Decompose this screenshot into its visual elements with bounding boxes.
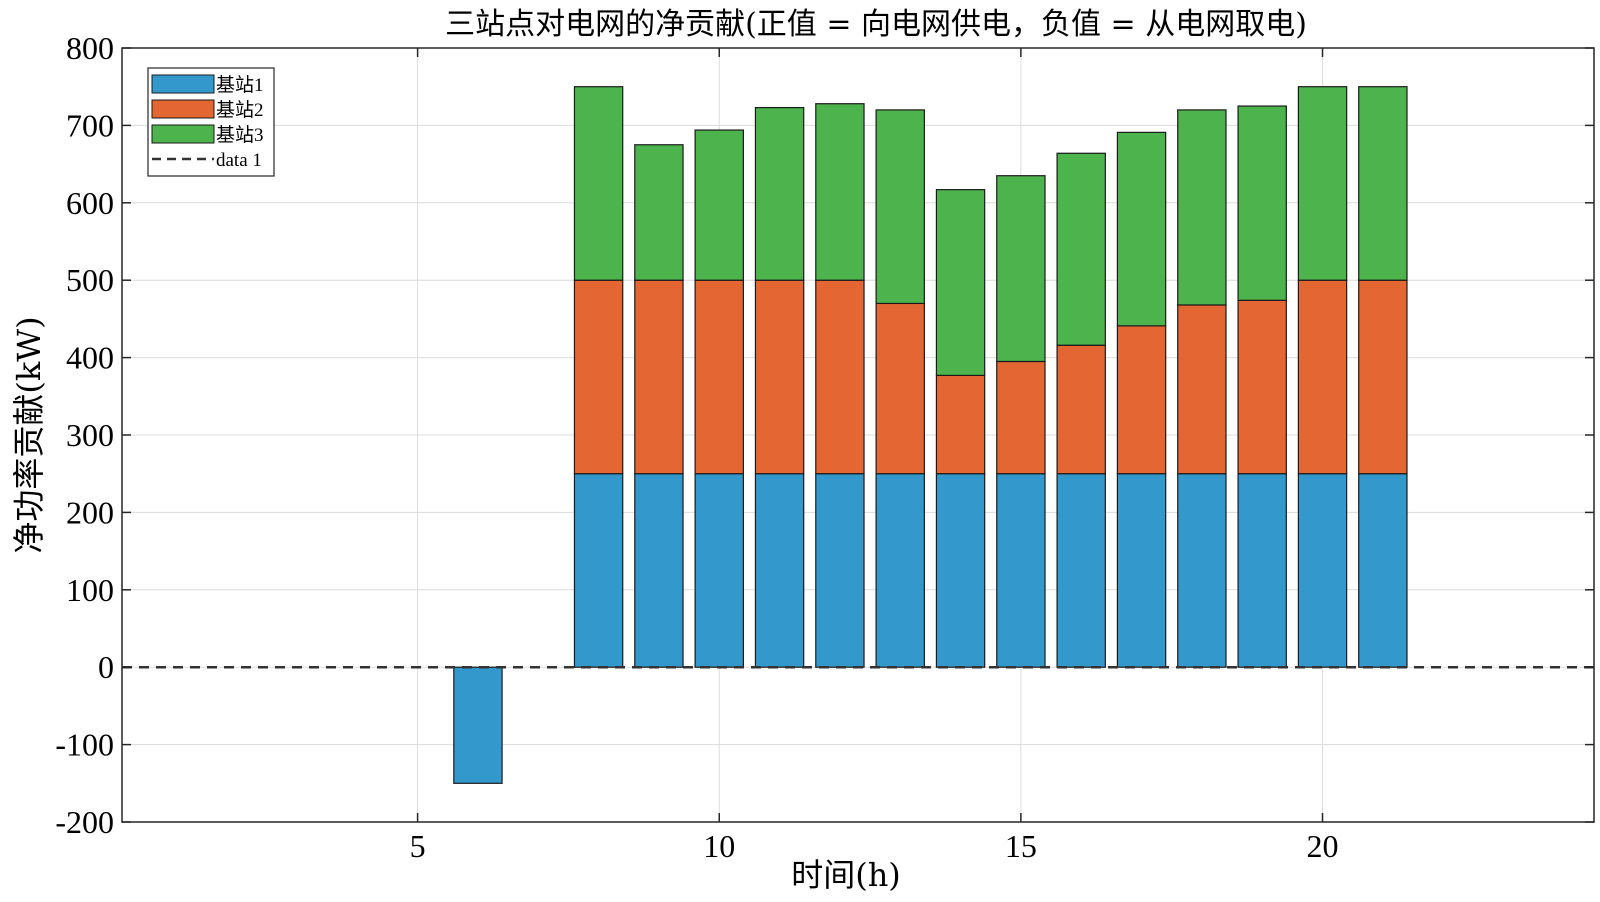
bar-segment: [875, 109, 925, 305]
y-tick-label: 600: [66, 185, 114, 221]
bar-segment: [694, 129, 744, 281]
bar-segment: [1177, 473, 1227, 668]
legend-swatch: [151, 124, 215, 144]
y-tick-label: -200: [55, 804, 114, 840]
y-tick-label: 500: [66, 262, 114, 298]
chart-title: 三站点对电网的净贡献(正值 = 向电网供电，负值 = 从电网取电): [445, 7, 1307, 42]
legend-label: 基站2: [216, 99, 264, 121]
x-axis-label: 时间(h): [791, 856, 901, 894]
bar-segment: [573, 279, 624, 475]
bar-segment: [634, 279, 684, 475]
y-tick-label: 300: [66, 417, 114, 453]
bar-segment: [875, 302, 925, 475]
y-tick-label: 700: [66, 107, 114, 143]
bar-segment: [1237, 299, 1287, 475]
bar-segment: [1297, 473, 1348, 668]
bar-segment: [815, 473, 865, 668]
bar-segment: [1297, 86, 1348, 281]
bar-segment: [754, 106, 805, 281]
bar-segment: [875, 473, 925, 668]
x-tick-label: 15: [1005, 828, 1037, 864]
y-tick-label: 100: [66, 572, 114, 608]
bar-segment: [996, 360, 1046, 475]
legend-label: 基站1: [216, 74, 264, 96]
y-ticks: -200 -100 0 100 200 300 400 500 600 700 800: [55, 30, 1594, 840]
x-tick-label: 20: [1307, 828, 1339, 864]
bar-segment: [1177, 304, 1227, 475]
bar-segment: [1237, 105, 1287, 301]
bar-segment: [1116, 473, 1167, 668]
y-tick-label: 0: [98, 649, 114, 685]
y-tick-label: -100: [55, 727, 114, 763]
bar-segment: [1116, 131, 1167, 327]
bar-segment: [1297, 279, 1348, 475]
bar-segment: [935, 473, 986, 668]
bar-segment: [1358, 473, 1408, 668]
y-tick-label: 800: [66, 30, 114, 66]
bar-segment: [754, 473, 805, 668]
bar-segment: [1177, 109, 1227, 306]
bar-segment: [453, 666, 503, 784]
legend-label: data 1: [216, 150, 262, 171]
bar-segment: [573, 473, 624, 668]
bar-segment: [1358, 279, 1408, 475]
bar-segment: [1237, 473, 1287, 668]
bar-segment: [1056, 152, 1106, 346]
bar-segment: [815, 279, 865, 475]
bar-segment: [754, 279, 805, 475]
bar-segment: [694, 473, 744, 668]
y-tick-label: 200: [66, 494, 114, 530]
bar-segment: [996, 175, 1046, 363]
bar-segment: [1358, 86, 1408, 281]
bar-segment: [935, 189, 986, 377]
bar-segment: [573, 86, 624, 281]
bar-segment: [996, 473, 1046, 668]
bar-segment: [634, 144, 684, 281]
legend-label: 基站3: [216, 124, 264, 146]
bars-layer: [453, 86, 1408, 784]
bar-segment: [935, 374, 986, 475]
bar-segment: [1056, 473, 1106, 668]
y-axis-label: 净功率贡献(kW): [10, 316, 48, 553]
y-tick-label: 400: [66, 340, 114, 376]
bar-segment: [694, 279, 744, 475]
legend-swatch: [151, 74, 215, 94]
x-tick-label: 10: [703, 828, 735, 864]
x-tick-label: 5: [410, 828, 426, 864]
bar-segment: [634, 473, 684, 668]
legend-swatch: [151, 99, 215, 119]
x-ticks: 5 10 15 20: [410, 48, 1339, 864]
bar-segment: [1056, 344, 1106, 475]
bar-segment: [1116, 325, 1167, 475]
legend: 基站1 基站2 基站3 data 1: [147, 67, 275, 177]
bar-segment: [815, 103, 865, 281]
